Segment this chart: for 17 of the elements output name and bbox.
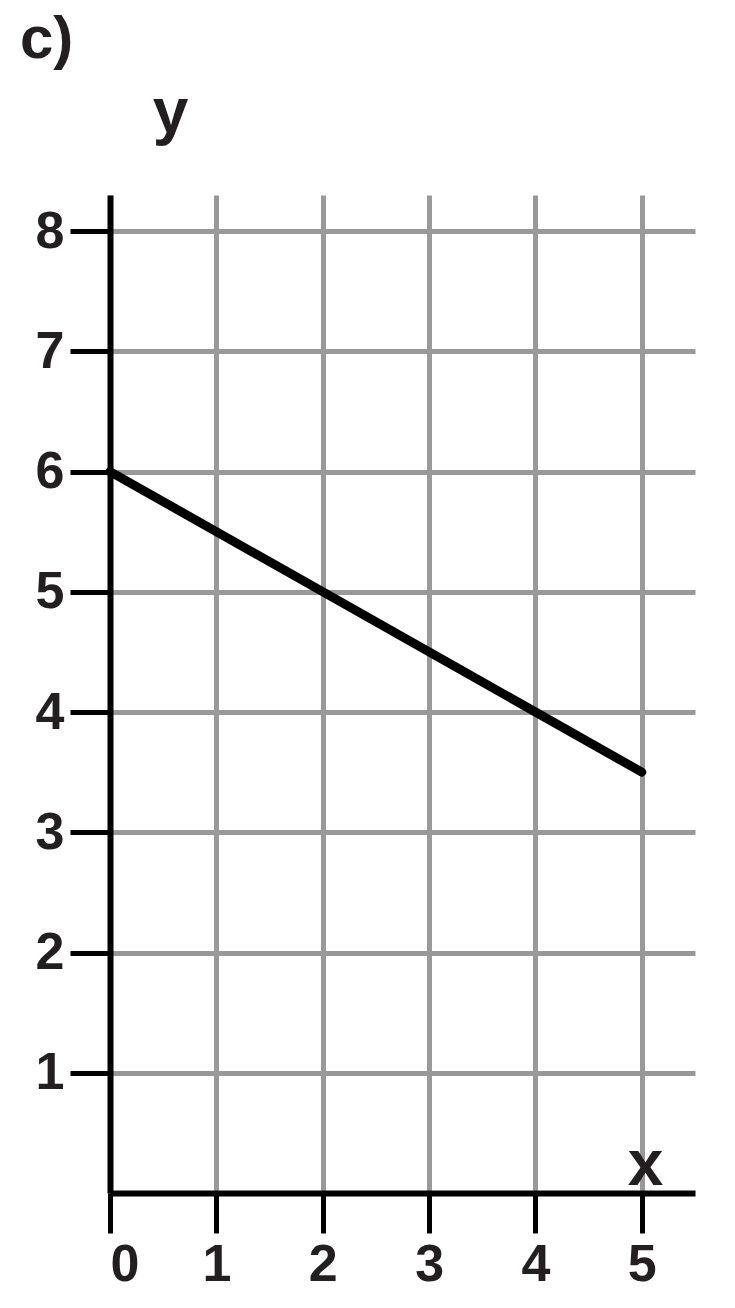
y-tick-label: 8 <box>35 200 65 259</box>
y-tick-label: 6 <box>35 441 65 500</box>
chart-title: c) <box>20 4 74 71</box>
y-tick-label: 2 <box>35 922 65 981</box>
y-tick-label: 1 <box>35 1042 65 1101</box>
x-tick-label: 5 <box>627 1233 657 1292</box>
x-axis-title: x <box>627 1126 664 1199</box>
y-axis-title: y <box>152 74 189 147</box>
y-tick-label: 3 <box>35 801 65 860</box>
x-tick-label: 3 <box>415 1233 445 1292</box>
x-tick-label: 2 <box>308 1233 338 1292</box>
y-tick-label: 5 <box>35 561 65 620</box>
x-tick-label: 4 <box>521 1233 551 1292</box>
y-tick-label: 4 <box>35 681 65 740</box>
y-tick-label: 7 <box>35 320 65 379</box>
x-tick-label: 1 <box>202 1233 232 1292</box>
x-tick-label: 0 <box>110 1233 140 1292</box>
